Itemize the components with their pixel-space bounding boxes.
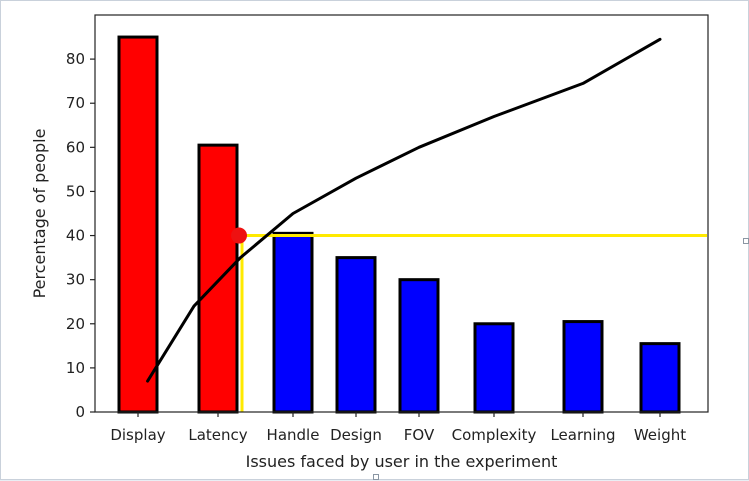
y-axis-title: Percentage of people bbox=[30, 129, 49, 299]
x-tick-label-display: Display bbox=[110, 426, 165, 444]
bar-fov bbox=[398, 278, 440, 414]
y-tick-label-0: 0 bbox=[75, 403, 85, 421]
bar-complexity bbox=[473, 322, 515, 414]
bar-handle bbox=[272, 231, 314, 414]
cumulative-line bbox=[146, 37, 662, 383]
bar-learning bbox=[562, 320, 604, 414]
bar-weight bbox=[639, 342, 681, 414]
threshold-point bbox=[231, 227, 247, 244]
y-tick-label-80: 80 bbox=[66, 50, 85, 68]
y-tick-label-50: 50 bbox=[66, 182, 85, 200]
y-tick-label-10: 10 bbox=[66, 359, 85, 377]
bar-display bbox=[117, 35, 159, 414]
bar-design bbox=[335, 256, 377, 414]
y-tick-label-60: 60 bbox=[66, 138, 85, 156]
y-tick-label-70: 70 bbox=[66, 94, 85, 112]
y-tick-label-20: 20 bbox=[66, 315, 85, 333]
y-tick-label-40: 40 bbox=[66, 227, 85, 245]
x-tick-label-complexity: Complexity bbox=[452, 426, 537, 444]
x-tick-label-design: Design bbox=[330, 426, 382, 444]
plot-frame bbox=[94, 14, 709, 413]
x-tick-label-learning: Learning bbox=[550, 426, 615, 444]
x-tick-label-fov: FOV bbox=[404, 426, 435, 444]
x-axis-title: Issues faced by user in the experiment bbox=[246, 452, 558, 471]
x-tick-label-handle: Handle bbox=[267, 426, 320, 444]
x-tick-label-latency: Latency bbox=[188, 426, 247, 444]
x-tick-label-weight: Weight bbox=[634, 426, 686, 444]
y-tick-label-30: 30 bbox=[66, 271, 85, 289]
bar-latency bbox=[197, 143, 239, 414]
